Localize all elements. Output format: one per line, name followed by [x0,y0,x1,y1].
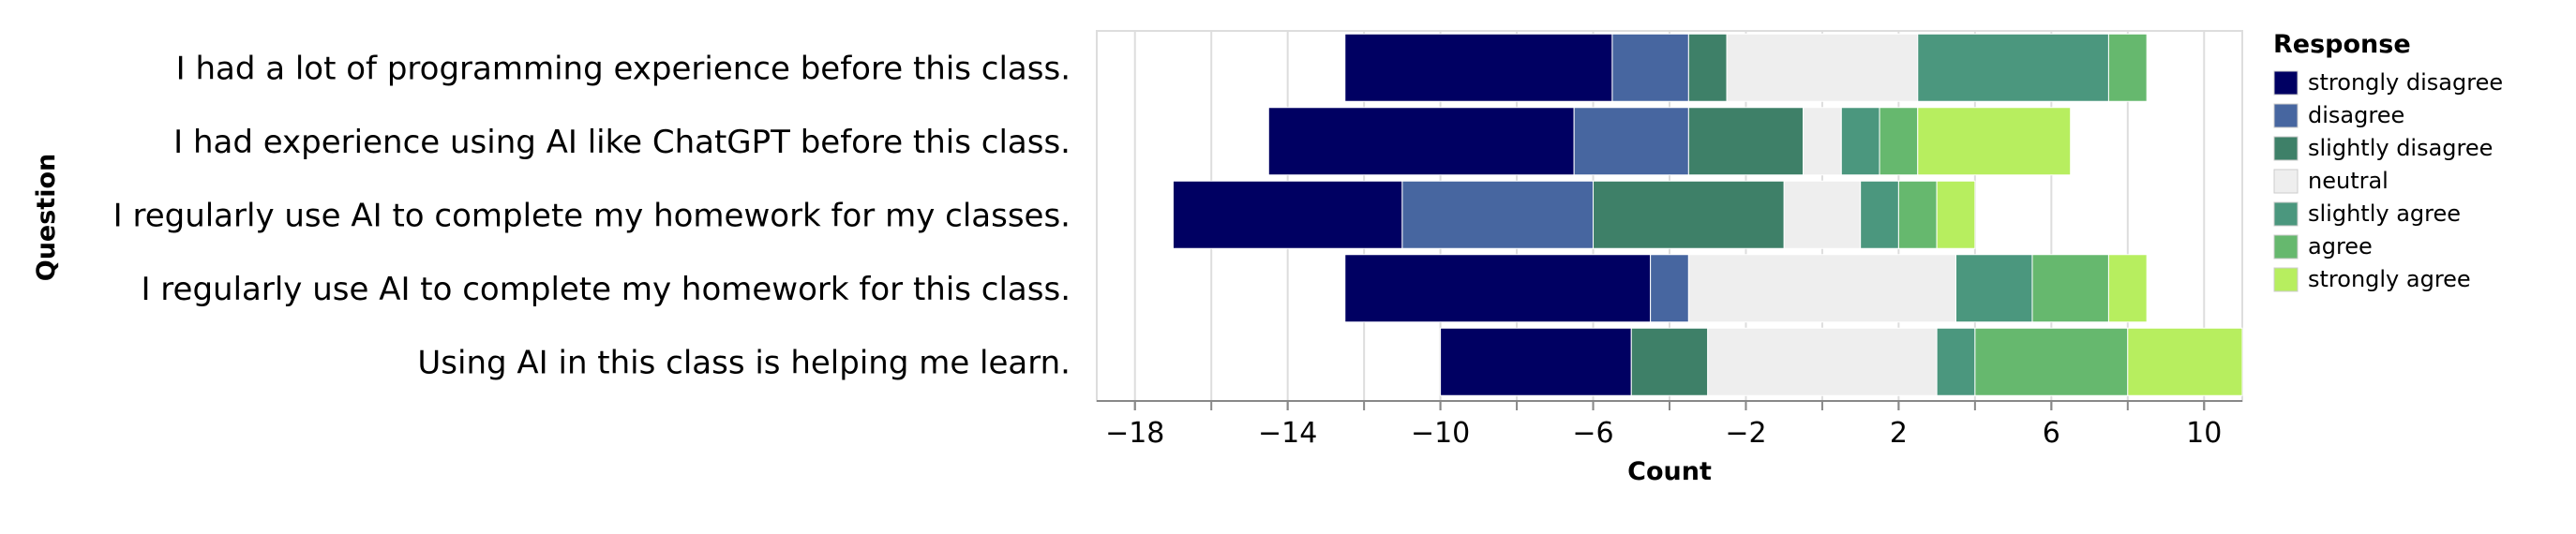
bar-strongly-disagree [1267,107,1575,176]
bar-agree [2031,254,2109,323]
bar-slightly-agree [1917,33,2109,102]
bar-neutral [1687,254,1957,323]
legend-label-strongly-disagree: strongly disagree [2308,69,2503,96]
question-label: I regularly use AI to complete my homewo… [113,197,1071,234]
bar-slightly-agree [1840,107,1880,176]
bar-slightly-disagree [1687,33,1728,102]
bar-slightly-disagree [1593,180,1785,249]
bar-slightly-agree [1860,180,1899,249]
bar-agree [2107,33,2148,102]
bar-strongly-agree [1917,107,2072,176]
bar-disagree [1650,254,1689,323]
legend-swatch-slightly-agree [2273,201,2299,227]
bar-slightly-agree [1955,254,2033,323]
legend-swatch-agree [2273,234,2299,260]
bar-neutral [1726,33,1919,102]
legend-items: strongly disagree disagree slightly disagr… [2273,69,2503,292]
x-tick-label: 10 [2186,417,2222,450]
bar-strongly-disagree [1344,254,1652,323]
x-tick-label: 2 [1890,417,1908,450]
bar-strongly-agree [1936,180,1976,249]
bar-neutral [1803,107,1842,176]
question-label: I had a lot of programming experience be… [176,50,1071,87]
bar-disagree [1401,180,1595,249]
legend-swatch-strongly-agree [2273,267,2299,292]
legend: Response strongly disagree disagree slight… [2273,30,2503,292]
legend-swatch-strongly-disagree [2273,70,2299,96]
bar-strongly-disagree [1172,180,1403,249]
legend-swatch-disagree [2273,103,2299,128]
bar-strongly-agree [2127,327,2243,396]
legend-label-slightly-disagree: slightly disagree [2308,135,2493,161]
bar-neutral [1707,327,1938,396]
bar-slightly-disagree [1687,107,1805,176]
question-label: Using AI in this class is helping me lea… [417,344,1071,381]
x-tick-label: −6 [1572,417,1613,450]
bar-strongly-agree [2107,254,2148,323]
legend-swatch-slightly-disagree [2273,136,2299,161]
legend-label-neutral: neutral [2308,168,2389,194]
x-axis-title: Count [1627,457,1712,486]
bar-strongly-disagree [1440,327,1632,396]
legend-label-disagree: disagree [2308,102,2404,128]
legend-label-strongly-agree: strongly agree [2308,266,2471,292]
legend-label-agree: agree [2308,233,2373,260]
bar-agree [1974,327,2129,396]
x-tick-label: −10 [1411,417,1470,450]
legend-swatch-neutral [2273,169,2299,194]
bar-disagree [1611,33,1689,102]
question-label: I regularly use AI to complete my homewo… [141,271,1071,308]
y-axis-title: Question [32,154,61,282]
x-tick-label: −18 [1105,417,1164,450]
x-axis: −18 −14 −10 −6 −2 2 6 10 [1097,400,2242,450]
bar-slightly-disagree [1630,327,1709,396]
x-tick-label: −2 [1725,417,1766,450]
bar-disagree [1573,107,1689,176]
y-axis: I had a lot of programming experience be… [113,50,1071,381]
legend-title: Response [2273,30,2411,59]
bars-layer [1172,33,2243,396]
x-tick-label: 6 [2043,417,2060,450]
x-tick-label: −14 [1258,417,1317,450]
bar-agree [1879,107,1919,176]
bar-agree [1897,180,1938,249]
legend-label-slightly-agree: slightly agree [2308,200,2461,227]
bar-strongly-disagree [1344,33,1613,102]
bar-neutral [1783,180,1862,249]
bar-slightly-agree [1936,327,1976,396]
question-label: I had experience using AI like ChatGPT b… [173,124,1071,161]
